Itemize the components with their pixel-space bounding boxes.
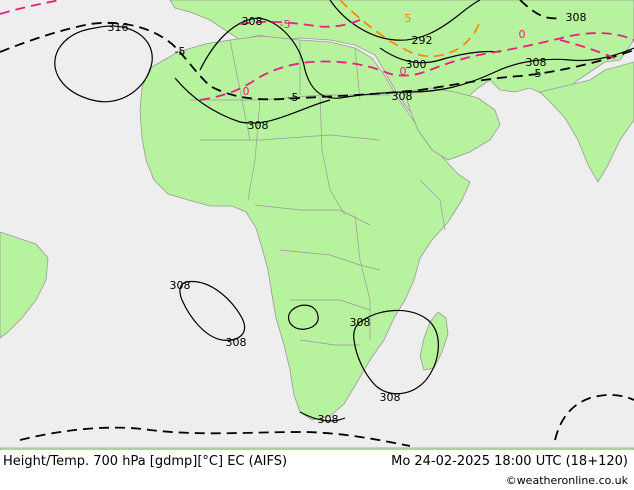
temp-label: 0 <box>400 65 407 78</box>
contour-292-300 <box>329 0 481 41</box>
temp-contours-black <box>0 0 634 447</box>
land-africa <box>139 35 471 421</box>
height-label: 308 <box>248 119 269 132</box>
contour-308-saharan <box>174 77 331 124</box>
contour-308-mozambique <box>353 309 439 395</box>
height-label: 308 <box>318 413 339 426</box>
temp-label: -5 <box>280 18 291 31</box>
isotherm-0-east <box>559 39 621 61</box>
height-label: 308 <box>392 90 413 103</box>
height-label: 308 <box>350 316 371 329</box>
temp-contours-orange <box>339 0 481 58</box>
contour-308-south <box>299 411 346 422</box>
temp-contours-magenta <box>0 0 634 101</box>
height-label: 308 <box>170 279 191 292</box>
map-title: Height/Temp. 700 hPa [gdmp][°C] EC (AIFS… <box>3 454 288 469</box>
land <box>0 0 634 450</box>
height-labels: 316 308 308 308 308 308 308 308 308 292 … <box>108 11 587 426</box>
temp-label: -5 <box>175 45 186 58</box>
isotherm-minus5-south <box>19 426 411 447</box>
height-contours <box>54 0 634 422</box>
land-antarctica <box>0 447 634 450</box>
height-label: 308 <box>226 336 247 349</box>
height-label: 308 <box>380 391 401 404</box>
temp-label: 5 <box>405 12 412 25</box>
valid-datetime: Mo 24-02-2025 18:00 UTC (18+120) <box>391 454 628 469</box>
contour-300 <box>379 47 501 64</box>
land-arabia <box>404 87 501 161</box>
isotherm-5-north <box>339 0 481 58</box>
isotherm-0-north <box>199 32 634 101</box>
height-label: 300 <box>406 58 427 71</box>
land-madagascar <box>419 311 449 371</box>
temp-label: -5 <box>531 67 542 80</box>
temp-label: 0 <box>243 85 250 98</box>
temp-labels: -5 -5 -5 0 0 -5 5 0 <box>175 12 542 104</box>
isotherm-minus5-northeast <box>519 0 561 20</box>
footer: Height/Temp. 700 hPa [gdmp][°C] EC (AIFS… <box>0 450 634 490</box>
land-india <box>539 61 634 183</box>
isotherm-minus5-southeast <box>554 394 634 441</box>
weather-map: 316 308 308 308 308 308 308 308 308 292 … <box>0 0 634 450</box>
country-borders <box>190 39 446 346</box>
credit-link[interactable]: ©weatheronline.co.uk <box>505 474 628 487</box>
isotherm-minus5-magenta <box>239 19 361 28</box>
isotherm-0-top <box>0 0 61 15</box>
contour-308-kalahari <box>287 304 319 330</box>
temp-label: -5 <box>288 91 299 104</box>
contour-316-closed <box>54 25 153 103</box>
isotherm-minus5-west <box>0 21 634 101</box>
temp-label: 0 <box>519 28 526 41</box>
height-label: 292 <box>412 34 433 47</box>
height-label: 308 <box>242 15 263 28</box>
contour-308-atlantic <box>179 280 246 341</box>
contour-308-north <box>199 17 634 99</box>
land-south-america <box>0 231 49 339</box>
height-label: 308 <box>526 56 547 69</box>
height-label: 316 <box>108 21 129 34</box>
height-label: 308 <box>566 11 587 24</box>
